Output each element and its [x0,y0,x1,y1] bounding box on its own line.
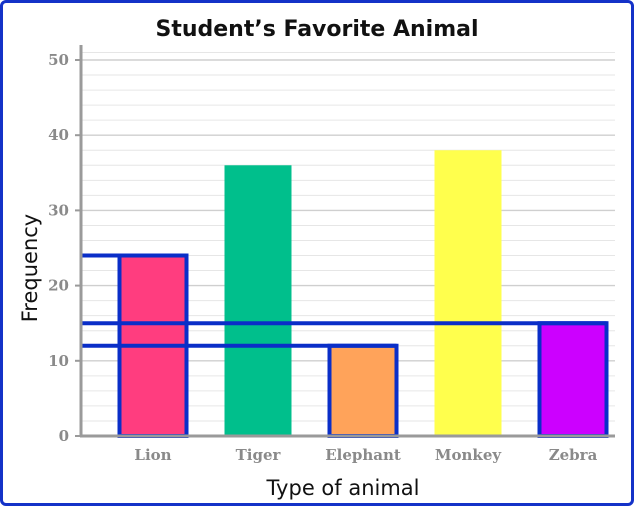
y-axis-label: Frequency [18,214,42,323]
x-tick-label-zebra: Zebra [549,446,598,464]
bar-tiger [224,165,292,436]
x-axis-label: Type of animal [266,476,420,500]
bar-zebra [537,321,609,439]
y-tick-label: 50 [48,51,69,69]
x-tick-label-lion: Lion [134,446,171,464]
reference-lines [81,253,607,348]
tick-labels: 0 10 20 30 40 50 Lion Tiger Elephant Monkey Zebra [48,51,597,464]
y-tick-label: 10 [48,352,69,370]
y-tick-label: 20 [48,277,69,295]
x-tick-label-monkey: Monkey [435,446,502,464]
bars [117,150,609,439]
chart-title: Student’s Favorite Animal [155,17,478,42]
y-tick-label: 30 [48,201,69,219]
bar-chart: Student’s Favorite Animal 0 10 20 30 40 50 Lio… [18,17,615,500]
axes [75,45,615,438]
x-tick-label-tiger: Tiger [236,446,282,464]
bar-elephant [327,343,399,439]
x-tick-label-elephant: Elephant [325,446,401,464]
bar-monkey [434,150,502,437]
y-tick-label: 0 [59,427,69,445]
y-tick-label: 40 [48,126,69,144]
